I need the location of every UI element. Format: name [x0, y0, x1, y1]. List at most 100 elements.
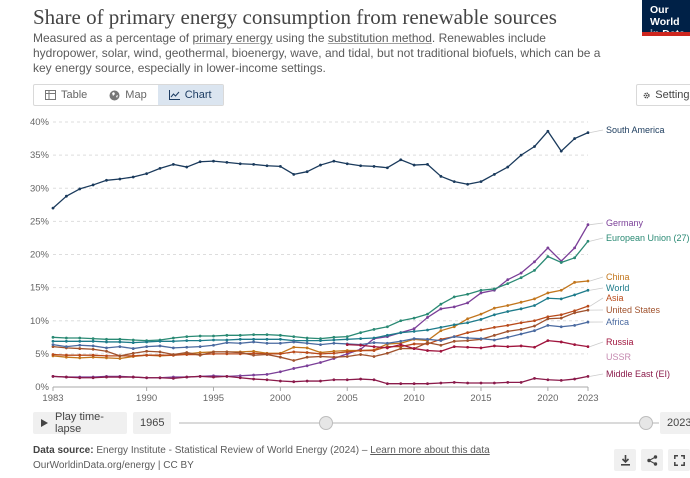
- x-tick-label: 2005: [337, 393, 358, 404]
- data-point: [372, 378, 376, 382]
- data-point: [292, 359, 296, 362]
- data-point: [145, 345, 149, 348]
- data-point: [479, 288, 483, 292]
- end-year-box[interactable]: 2023: [660, 412, 690, 434]
- data-point: [466, 331, 470, 335]
- data-point: [439, 329, 443, 333]
- play-timelapse-button[interactable]: Play time-lapse: [33, 411, 127, 435]
- share-button[interactable]: [641, 449, 663, 471]
- timeline-track[interactable]: [179, 422, 659, 424]
- data-point: [292, 340, 296, 344]
- data-point: [252, 333, 256, 337]
- data-point: [452, 295, 456, 299]
- data-point: [198, 353, 202, 357]
- data-point: [51, 339, 55, 343]
- data-point: [479, 346, 483, 350]
- tab-chart[interactable]: Chart: [157, 85, 223, 105]
- timeline-end-handle[interactable]: [639, 416, 653, 430]
- data-point: [51, 335, 55, 339]
- learn-more-link[interactable]: Learn more about this data: [370, 445, 490, 456]
- data-point: [492, 333, 496, 337]
- line-chart-icon: [168, 90, 180, 100]
- data-point: [51, 206, 55, 210]
- data-point: [332, 341, 336, 345]
- data-point: [278, 370, 282, 374]
- data-point: [265, 333, 269, 337]
- tab-map[interactable]: Map: [98, 85, 157, 105]
- data-point: [171, 346, 175, 350]
- data-point: [492, 313, 496, 317]
- data-point: [519, 327, 523, 331]
- data-point: [292, 172, 296, 176]
- data-point: [198, 160, 202, 164]
- data-point: [426, 328, 429, 332]
- data-point: [118, 337, 122, 341]
- data-point: [78, 339, 82, 343]
- data-point: [533, 319, 536, 323]
- data-point: [385, 333, 389, 337]
- data-point: [64, 355, 68, 359]
- data-point: [452, 380, 456, 384]
- data-point: [399, 347, 403, 350]
- data-point: [212, 334, 215, 338]
- data-point: [91, 353, 95, 357]
- data-point: [573, 246, 577, 250]
- data-point: [118, 177, 122, 181]
- data-point: [305, 364, 309, 368]
- data-point: [131, 175, 135, 179]
- data-point: [238, 341, 242, 345]
- data-point: [332, 335, 336, 339]
- data-point: [238, 162, 242, 166]
- start-year-box[interactable]: 1965: [133, 412, 172, 434]
- data-point: [519, 344, 523, 348]
- data-point: [399, 158, 403, 162]
- data-point: [359, 353, 363, 356]
- data-point: [586, 279, 590, 283]
- data-point: [573, 377, 577, 381]
- tab-table[interactable]: Table: [34, 85, 98, 105]
- y-tick-label: 35%: [30, 150, 50, 161]
- label-leader: [589, 129, 604, 133]
- data-point: [332, 378, 336, 382]
- data-point: [412, 163, 416, 167]
- timeline-start-handle[interactable]: [319, 416, 333, 430]
- data-point: [105, 178, 108, 182]
- y-tick-label: 5%: [35, 349, 49, 360]
- data-point: [91, 344, 95, 348]
- data-point: [332, 351, 336, 355]
- substitution-method-link[interactable]: substitution method: [327, 31, 432, 45]
- data-point: [198, 351, 202, 354]
- download-button[interactable]: [614, 449, 636, 471]
- data-point: [91, 339, 95, 343]
- settings-button[interactable]: Settings: [636, 84, 690, 106]
- data-point: [466, 292, 470, 296]
- data-point: [105, 354, 108, 358]
- data-point: [546, 315, 550, 319]
- data-point: [278, 337, 282, 341]
- data-point: [479, 381, 483, 385]
- data-point: [292, 380, 296, 384]
- data-point: [131, 375, 135, 379]
- primary-energy-link[interactable]: primary energy: [192, 31, 273, 45]
- fullscreen-button[interactable]: [668, 449, 690, 471]
- data-point: [492, 381, 496, 385]
- data-point: [533, 145, 536, 148]
- data-point: [573, 293, 577, 297]
- series-label: European Union (27): [606, 233, 690, 243]
- data-point: [305, 379, 309, 383]
- data-point: [118, 375, 122, 379]
- data-point: [559, 325, 563, 329]
- data-point: [412, 382, 416, 386]
- data-point: [439, 307, 443, 311]
- owid-logo[interactable]: Our World in Data: [642, 0, 690, 40]
- data-point: [345, 337, 349, 341]
- data-point: [519, 153, 523, 157]
- data-point: [399, 345, 403, 348]
- data-point: [359, 164, 363, 168]
- data-point: [426, 349, 429, 352]
- data-point: [426, 312, 429, 316]
- tab-map-label: Map: [125, 89, 147, 101]
- data-point: [546, 129, 550, 133]
- data-point: [399, 319, 403, 323]
- data-point: [466, 317, 470, 321]
